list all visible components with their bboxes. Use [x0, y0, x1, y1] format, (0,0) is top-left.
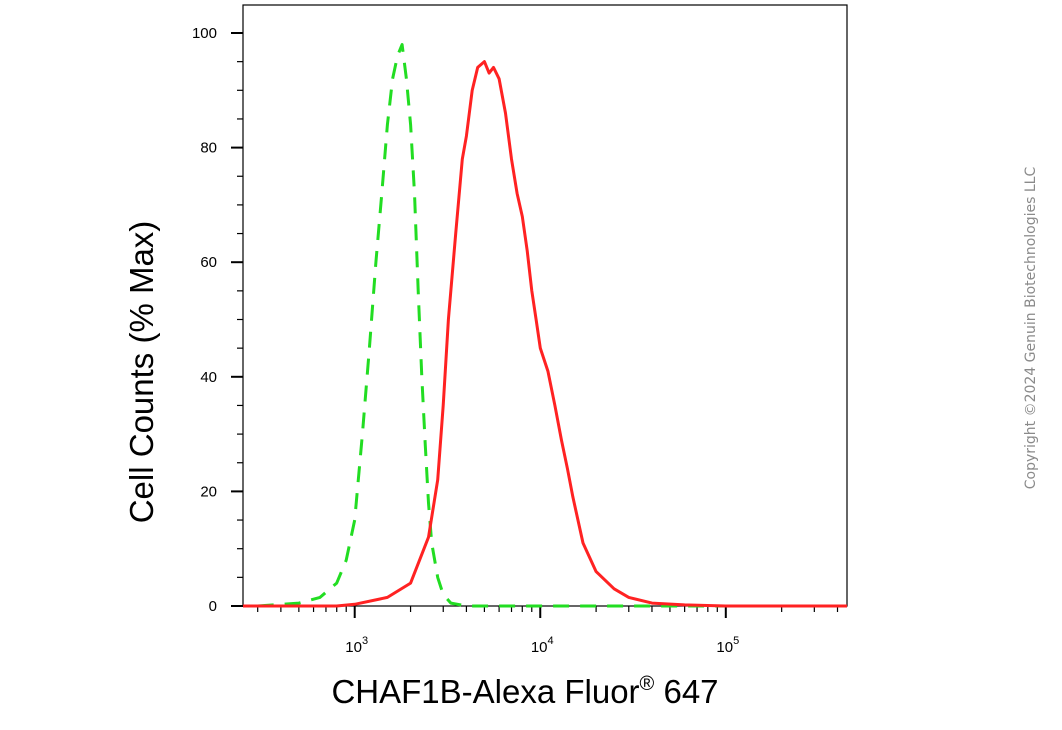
x-axis-title-suffix: 647: [654, 673, 718, 710]
x-tick-label: 104: [531, 635, 554, 656]
y-axis-title: Cell Counts (% Max): [123, 221, 160, 524]
x-tick-label: 105: [716, 635, 739, 656]
axis-ticks: [231, 32, 839, 618]
x-axis-title: CHAF1B-Alexa Fluor® 647: [331, 673, 718, 710]
x-tick-label: 103: [345, 635, 368, 656]
y-tick-label: 100: [192, 25, 217, 42]
series-layer: [243, 43, 847, 608]
series-line-1: [243, 60, 847, 608]
y-tick-label: 40: [200, 369, 217, 386]
x-axis-title-main: CHAF1B-Alexa Fluor: [331, 673, 639, 710]
y-tick-label: 80: [200, 140, 217, 157]
x-axis-title-superscript: ®: [640, 673, 655, 695]
y-tick-label: 0: [209, 598, 217, 615]
copyright-watermark: Copyright ©2024 Genuin Biotechnologies L…: [1023, 167, 1039, 490]
y-tick-label: 20: [200, 483, 217, 500]
y-tick-labels: 0 20 40 60 80 100: [192, 25, 217, 615]
series-line-0: [257, 43, 847, 608]
x-tick-labels: 103 104 105: [345, 635, 739, 656]
y-tick-label: 60: [200, 254, 217, 271]
plot-frame: [242, 4, 848, 607]
